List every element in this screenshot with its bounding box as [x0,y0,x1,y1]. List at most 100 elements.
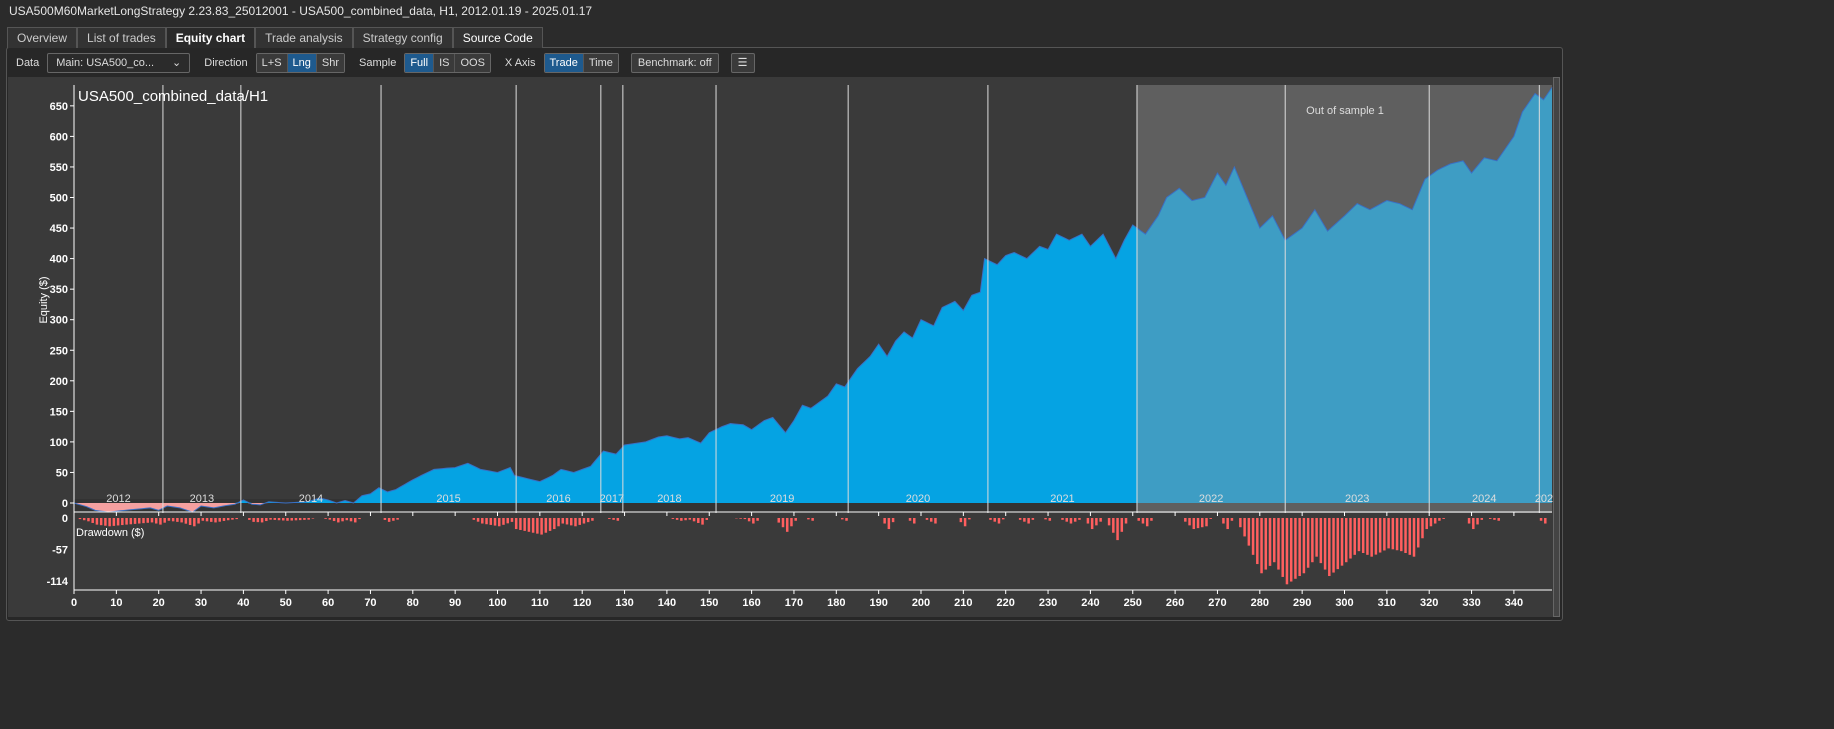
drawdown-bar [1078,518,1081,520]
x-tick-label: 80 [407,597,419,609]
drawdown-bar [841,518,844,520]
direction-long-short[interactable]: L+S [256,54,288,72]
drawdown-bar [392,518,395,521]
drawdown-bar [1090,518,1094,530]
data-select[interactable]: Main: USA500_co... ⌄ [47,53,191,73]
x-tick-label: 190 [869,597,887,609]
drawdown-bar [197,518,200,524]
drawdown-bar [565,518,569,525]
drawdown-bar [176,518,179,522]
drawdown-bar [692,518,696,522]
sample-oos[interactable]: OOS [455,54,490,72]
drawdown-bar [1332,518,1335,573]
drawdown-bar [540,518,543,535]
drawdown-bar [273,518,277,520]
benchmark-button[interactable]: Benchmark: off [630,53,719,73]
drawdown-bar [756,518,759,521]
drawdown-bar [1201,518,1204,528]
tab-strategy-config[interactable]: Strategy config [352,27,453,48]
drawdown-bar [1031,518,1035,520]
drawdown-bar [1069,518,1073,524]
drawdown-bar [476,518,480,522]
drawdown-bar [481,518,484,524]
direction-short[interactable]: Shr [316,54,345,72]
tab-trade-analysis[interactable]: Trade analysis [255,27,353,48]
drawdown-bar [1408,518,1412,555]
drawdown-bar [688,518,692,520]
sample-is[interactable]: IS [434,54,456,72]
drawdown-bar [1395,518,1399,551]
drawdown-bar [498,518,501,527]
drawdown-bar [354,518,357,523]
drawdown-bar [591,518,594,521]
drawdown-bar [87,518,90,522]
drawdown-bar [506,518,509,524]
y-tick-label: 400 [50,254,68,266]
x-tick-label: 150 [700,597,718,609]
drawdown-bar [324,518,327,519]
drawdown-bar [794,518,797,521]
drawdown-bar [891,518,895,523]
x-tick-label: 130 [615,597,633,609]
drawdown-bar [997,518,1001,524]
xaxis-time[interactable]: Time [583,54,618,72]
drawdown-bar [345,518,349,521]
drawdown-bar [582,518,586,524]
drawdown-bar [908,518,912,521]
x-tick-label: 20 [153,597,165,609]
drawdown-bar [544,518,548,533]
drawdown-bar [790,518,793,527]
drawdown-bar [586,518,590,523]
x-tick-label: 300 [1335,597,1353,609]
year-label: 2018 [657,493,681,505]
drawdown-bar [184,518,188,524]
drawdown-bar [150,518,154,523]
drawdown-bar [1226,518,1229,530]
year-label: 2019 [770,493,794,505]
tab-source-code[interactable]: Source Code [452,27,543,48]
chart-toolbar: Data Main: USA500_co... ⌄ Direction L+S L… [8,52,755,74]
xaxis-trade[interactable]: Trade [544,54,584,72]
drawdown-bar [1306,518,1310,568]
equity-area-in-sample [74,224,1137,503]
drawdown-bar [133,518,137,524]
tab-overview[interactable]: Overview [7,27,78,48]
year-label: 2015 [436,493,460,505]
drawdown-bar [1328,518,1331,577]
drawdown-bar [1315,518,1318,557]
drawdown-bar [269,518,272,520]
drawdown-bar [193,518,196,527]
x-tick-label: 180 [827,597,845,609]
drawdown-bar [883,518,886,524]
drawdown-bar [1425,518,1428,530]
drawdown-bar [1311,518,1314,563]
drawdown-bar [1421,518,1424,539]
drawdown-bar [514,518,518,530]
x-tick-label: 50 [280,597,292,609]
drawdown-bar [1192,518,1196,530]
tab-equity-chart[interactable]: Equity chart [165,27,256,48]
x-tick-label: 260 [1166,597,1184,609]
menu-button[interactable]: ☰ [730,53,755,73]
drawdown-bar [574,518,577,527]
drawdown-bar [1429,518,1433,527]
sample-full[interactable]: Full [405,54,435,72]
vertical-scrollbar[interactable] [1553,77,1560,617]
drawdown-bar [925,518,929,520]
chart-title: USA500_combined_data/H1 [78,88,268,105]
drawdown-bar [1073,518,1077,522]
drawdown-bar [1260,518,1263,574]
drawdown-bar [913,518,916,524]
drawdown-bar [1243,518,1246,537]
drawdown-bar [1184,518,1187,522]
drawdown-bar [1205,518,1208,527]
drawdown-bar [1391,518,1395,550]
drawdown-bar [201,518,205,521]
drawdown-bar [680,518,683,521]
drawdown-bar [290,518,293,521]
drawdown-bar [1209,518,1212,519]
x-tick-label: 340 [1505,597,1523,609]
tab-list-of-trades[interactable]: List of trades [77,27,166,48]
drawdown-label: Drawdown ($) [76,527,144,539]
direction-long[interactable]: Lng [287,54,317,72]
